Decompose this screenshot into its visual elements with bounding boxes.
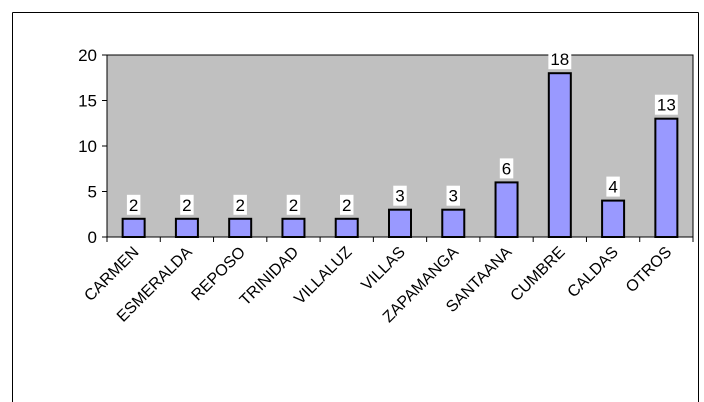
x-tick-label: VILLAS [358, 244, 408, 294]
data-label: 3 [395, 187, 404, 206]
data-label: 2 [235, 196, 244, 215]
data-label-bg [126, 194, 141, 215]
data-label-bg [654, 94, 678, 115]
y-tick-label: 15 [78, 92, 97, 111]
bar [281, 217, 306, 239]
data-label-bg [499, 158, 514, 179]
data-label: 13 [657, 96, 676, 115]
data-label: 3 [449, 187, 458, 206]
y-tick-label: 5 [88, 183, 97, 202]
bar [334, 217, 359, 239]
y-tick-label: 0 [88, 228, 97, 247]
data-label-bg [446, 185, 461, 206]
data-label: 2 [182, 196, 191, 215]
bar [174, 217, 199, 239]
plot-area [106, 54, 694, 238]
data-label: 2 [289, 196, 298, 215]
data-label: 2 [129, 196, 138, 215]
data-label: 4 [608, 178, 617, 197]
data-label-bg [233, 194, 247, 215]
x-tick-label: CALDAS [565, 244, 622, 301]
y-tick-label: 20 [78, 46, 97, 65]
data-label: 18 [550, 50, 569, 69]
data-label: 6 [502, 159, 511, 178]
data-label-bg [393, 185, 407, 206]
bar [601, 199, 626, 239]
bar [441, 208, 466, 238]
bar [654, 117, 679, 238]
x-tick-label: VILLALUZ [291, 244, 355, 308]
x-tick-label: OTROS [623, 244, 675, 296]
data-label-bg [606, 176, 620, 197]
data-label-bg [339, 194, 354, 215]
bar [547, 72, 572, 238]
bar [494, 181, 519, 238]
bar [228, 217, 253, 239]
y-tick-label: 10 [78, 137, 97, 156]
data-label-bg [180, 194, 194, 215]
data-label: 2 [342, 196, 351, 215]
bar [388, 208, 412, 238]
x-tick-label: CUMBRE [508, 244, 569, 305]
data-label-bg [286, 194, 301, 215]
data-label-bg [548, 49, 572, 70]
bar [121, 217, 146, 239]
